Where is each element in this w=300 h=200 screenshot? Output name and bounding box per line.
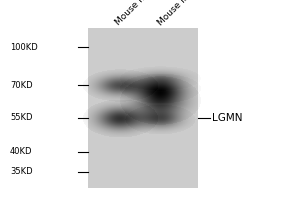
Text: 35KD: 35KD bbox=[10, 168, 33, 176]
Text: 100KD: 100KD bbox=[10, 43, 38, 51]
Text: 70KD: 70KD bbox=[10, 80, 33, 90]
Text: Mouse lung: Mouse lung bbox=[114, 0, 157, 27]
Text: 55KD: 55KD bbox=[10, 114, 32, 122]
Text: 40KD: 40KD bbox=[10, 148, 32, 156]
Text: LGMN: LGMN bbox=[212, 113, 242, 123]
Text: Mouse liver: Mouse liver bbox=[156, 0, 199, 27]
